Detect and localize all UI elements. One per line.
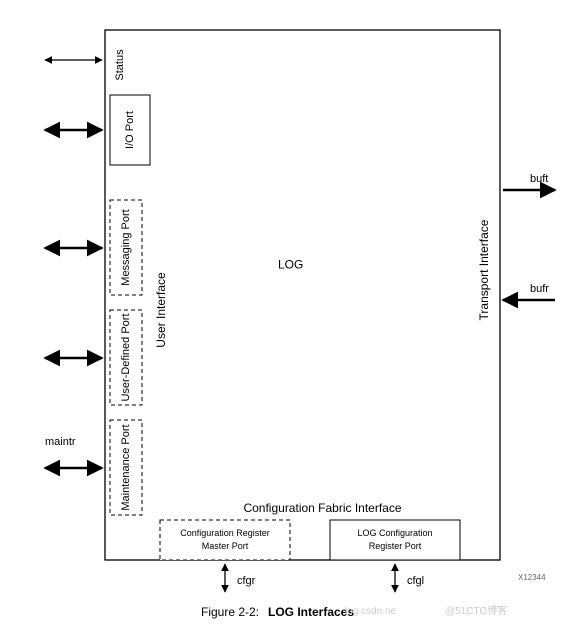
port-label-status: Status: [114, 49, 126, 81]
port-label-msg: Messaging Port: [120, 209, 132, 285]
port-cfg_master: [160, 520, 290, 560]
caption-prefix: Figure 2-2:: [201, 605, 259, 619]
config-fabric-label: Configuration Fabric Interface: [243, 501, 401, 515]
port-l2-cfg_log: Register Port: [369, 541, 422, 551]
arrow-label-cfg_master: cfgr: [237, 575, 256, 587]
diagram-canvas: LOG User Interface Transport Interface Conf…: [0, 0, 571, 628]
port-l1-cfg_log: LOG Configuration: [357, 528, 432, 538]
watermark-2: @51CTO博客: [445, 604, 507, 617]
user-interface-label: User Interface: [154, 272, 168, 348]
port-cfg_log: [330, 520, 460, 560]
port-label-ud: User-Defined Port: [120, 313, 132, 401]
maintr-label: maintr: [45, 436, 76, 448]
xref-label: X12344: [518, 573, 546, 582]
label-buft: buft: [530, 173, 548, 185]
port-label-maint: Maintenance Port: [120, 424, 132, 510]
caption-title: LOG Interfaces: [268, 605, 354, 619]
port-l2-cfg_master: Master Port: [202, 541, 249, 551]
arrow-label-cfg_log: cfgl: [407, 575, 424, 587]
port-l1-cfg_master: Configuration Register: [180, 528, 270, 538]
transport-interface-label: Transport Interface: [477, 219, 491, 320]
center-label: LOG: [278, 258, 303, 272]
label-bufr: bufr: [530, 283, 549, 295]
watermark-1: log.csdn.ne: [345, 606, 397, 617]
port-label-ioport: I/O Port: [124, 111, 136, 149]
